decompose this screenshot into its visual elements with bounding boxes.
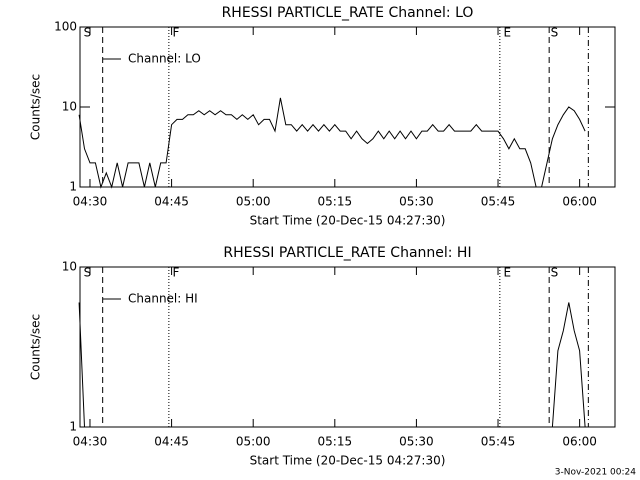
x-tick-label: 04:45 (154, 435, 189, 449)
plot-frame (79, 266, 616, 428)
x-tick-label: 05:15 (318, 435, 353, 449)
x-tick-label: 05:45 (481, 435, 516, 449)
x-tick-label: 05:45 (481, 195, 516, 209)
annotation: S (84, 26, 92, 40)
x-tick-label: 05:00 (236, 435, 271, 449)
x-tick-label: 06:00 (562, 435, 597, 449)
x-tick-label: 05:30 (399, 435, 434, 449)
y-tick-label: 10 (62, 260, 77, 274)
annotation: S (551, 266, 559, 280)
y-axis-label: Counts/sec (29, 314, 43, 380)
annotation: S (84, 266, 92, 280)
legend-label: Channel: LO (128, 52, 201, 66)
chart-title: RHESSI PARTICLE_RATE Channel: HI (223, 245, 471, 261)
data-line (78, 97, 586, 189)
legend-label: Channel: HI (128, 292, 198, 306)
annotation: S (551, 26, 559, 40)
y-tick-label: 1 (69, 180, 77, 194)
chart-title: RHESSI PARTICLE_RATE Channel: LO (222, 5, 474, 21)
x-tick-label: 05:00 (236, 195, 271, 209)
y-axis-label: Counts/sec (29, 74, 43, 140)
x-tick-label: 05:30 (399, 195, 434, 209)
annotation: F (172, 26, 179, 40)
annotation: E (503, 266, 511, 280)
x-tick-label: 04:45 (154, 195, 189, 209)
x-tick-label: 04:30 (73, 435, 108, 449)
x-axis-label: Start Time (20-Dec-15 04:27:30) (250, 454, 446, 468)
x-axis-label: Start Time (20-Dec-15 04:27:30) (250, 214, 446, 228)
annotation: F (172, 266, 179, 280)
data-line (78, 302, 586, 428)
y-tick-label: 100 (54, 20, 77, 34)
x-tick-label: 04:30 (73, 195, 108, 209)
x-tick-label: 06:00 (562, 195, 597, 209)
y-tick-label: 10 (62, 100, 77, 114)
x-tick-label: 05:15 (318, 195, 353, 209)
footer: 3-Nov-2021 00:24 (555, 468, 637, 478)
y-tick-label: 1 (69, 420, 77, 434)
annotation: E (503, 26, 511, 40)
